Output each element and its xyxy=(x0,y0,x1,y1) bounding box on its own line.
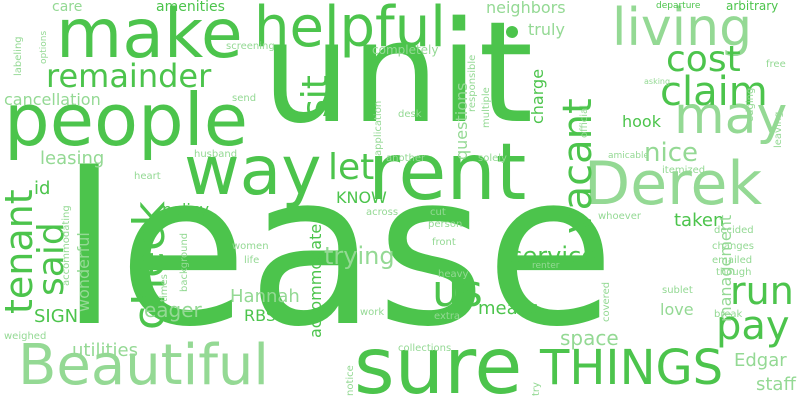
word-notice: notice xyxy=(345,365,356,396)
word-person: person xyxy=(428,219,463,230)
word-leaving: leaving xyxy=(773,111,784,148)
word-women: women xyxy=(232,241,269,252)
word-screening: screening xyxy=(226,41,275,52)
word-decided: decided xyxy=(714,225,754,236)
word-edging: edging xyxy=(745,87,756,122)
word-nice: nice xyxy=(644,138,698,168)
word-lease: lease xyxy=(60,128,615,373)
word-service: service xyxy=(510,242,596,270)
word-utilities: utilities xyxy=(72,340,138,361)
word-remainder: remainder xyxy=(46,57,212,95)
word-hannah: Hannah xyxy=(230,286,300,307)
word-wonderful: wonderful xyxy=(74,232,93,312)
word-asking: asking xyxy=(644,77,671,86)
word-us: us xyxy=(432,266,483,317)
word-extra: extra xyxy=(434,311,461,322)
word-pay: pay xyxy=(716,303,790,349)
word-options: options xyxy=(39,30,49,64)
word-across: across xyxy=(366,207,399,218)
word-sublet: sublet xyxy=(662,285,693,296)
word-trying: trying xyxy=(324,242,395,270)
word-arbitrary: arbitrary xyxy=(726,0,779,13)
word-sit: sit xyxy=(295,75,336,118)
word-edgar: Edgar xyxy=(734,350,787,371)
decorative-dot xyxy=(506,26,518,38)
word-may: may xyxy=(674,86,788,146)
word-collections: collections xyxy=(398,343,452,354)
word-neighbors: neighbors xyxy=(486,0,566,17)
word-heart: heart xyxy=(134,171,161,182)
word-policy: policy xyxy=(162,200,210,219)
word-cut: cut xyxy=(430,207,446,218)
word-cost: cost xyxy=(666,39,741,80)
word-official: official xyxy=(579,105,590,138)
word-changes: changes xyxy=(712,241,755,252)
word-vacant: vacant xyxy=(555,98,601,234)
word-tenant: tenant xyxy=(0,189,41,314)
word-departure: departure xyxy=(656,1,701,11)
word-desk: desk xyxy=(398,109,422,120)
word-break: break xyxy=(714,309,743,320)
word-husband: husband xyxy=(194,149,238,160)
word-things: THINGS xyxy=(540,340,724,396)
word-amenities: amenities xyxy=(156,0,225,15)
word-front: front xyxy=(432,237,456,248)
word-id: id xyxy=(34,178,51,199)
word-completely: completely xyxy=(372,43,439,57)
word-background: background xyxy=(179,232,190,292)
word-love: love xyxy=(660,300,694,319)
word-beautiful: Beautiful xyxy=(18,333,269,398)
word-means: means xyxy=(478,298,539,319)
word-run: run xyxy=(730,269,794,313)
word-another: another xyxy=(386,153,426,164)
word-free: free xyxy=(766,59,786,70)
word-charge: charge xyxy=(528,68,547,124)
word-sign: SIGN xyxy=(34,306,79,327)
word-try: try xyxy=(531,382,542,396)
word-send: send xyxy=(232,93,257,104)
word-life: life xyxy=(244,255,260,266)
word-derek: Derek xyxy=(584,149,763,219)
word-helpful: helpful xyxy=(254,0,446,60)
word-cancellation: cancellation xyxy=(4,90,101,109)
word-whoever: whoever xyxy=(598,211,641,222)
word-though: though xyxy=(716,267,752,278)
word-hook: hook xyxy=(622,112,661,131)
word-covered: covered xyxy=(601,281,612,322)
word-claim: claim xyxy=(660,69,768,115)
word-unit: unit xyxy=(262,0,534,155)
word-rbs: RBS xyxy=(244,306,276,325)
word-labeling: labeling xyxy=(13,36,24,76)
word-application: application xyxy=(373,100,384,156)
word-rent: rent xyxy=(368,128,527,218)
word-accommodating: accommodating xyxy=(61,205,72,286)
word-sure: sure xyxy=(354,322,523,400)
word-heavy: heavy xyxy=(438,269,469,280)
word-times: times xyxy=(159,274,170,302)
word-renter: renter xyxy=(532,261,560,271)
word-space: space xyxy=(560,326,619,350)
word-make: make xyxy=(56,0,243,74)
word-itemized: itemized xyxy=(662,165,706,176)
word-living: living xyxy=(612,0,753,58)
word-amicable: amicable xyxy=(608,151,649,161)
word-weighed: weighed xyxy=(4,331,47,342)
word-know: KNOW xyxy=(336,188,387,207)
word-care: care xyxy=(52,0,83,15)
word-accommodate: accommodate xyxy=(306,223,325,338)
word-work: work xyxy=(360,307,385,318)
word-way: way xyxy=(184,132,322,211)
word-taken: taken xyxy=(674,210,725,231)
word-eager: eager xyxy=(144,298,202,322)
word-staff: staff xyxy=(756,374,796,395)
word-solely: solely xyxy=(478,153,507,164)
word-let: let xyxy=(328,147,375,188)
word-multiple: multiple xyxy=(481,87,492,128)
word-leasing: leasing xyxy=(40,148,105,169)
word-emailed: emailed xyxy=(712,255,753,266)
word-responsible: responsible xyxy=(467,54,478,112)
word-people: people xyxy=(4,78,249,162)
word-truly: truly xyxy=(528,20,565,39)
